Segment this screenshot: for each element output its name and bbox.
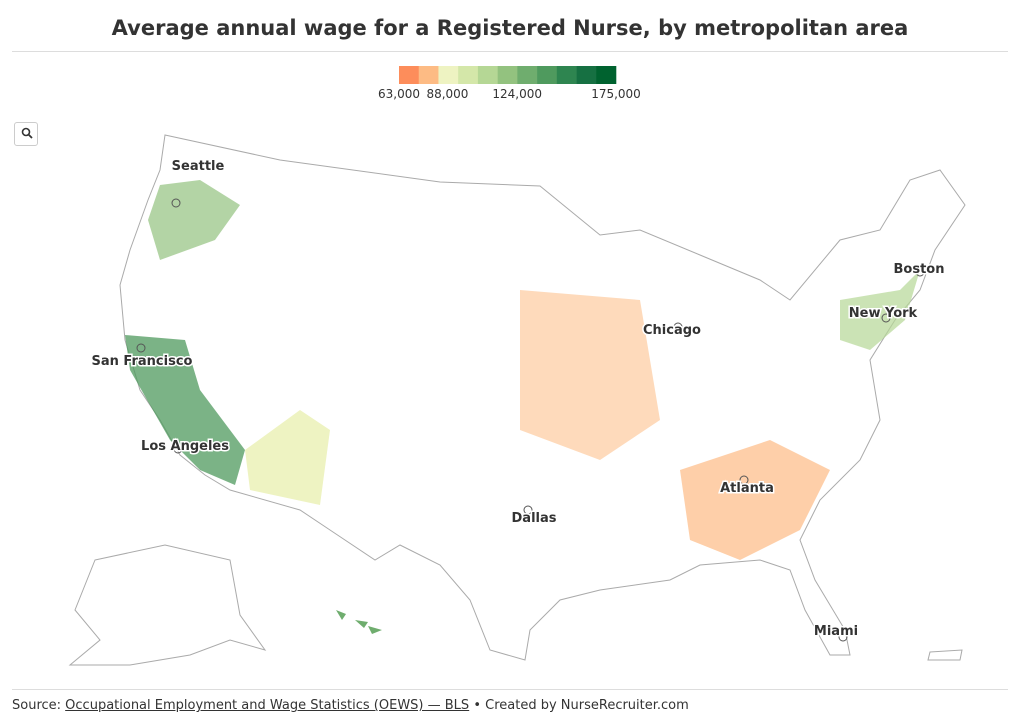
source-link[interactable]: Occupational Employment and Wage Statist…: [65, 698, 470, 713]
legend-swatch: [438, 66, 459, 84]
city-labels: Seattle San Francisco Los Angeles Chicago Ne…: [90, 158, 946, 642]
legend-swatch: [399, 66, 420, 84]
southeast-region: [680, 440, 830, 560]
alaska-outline: [68, 544, 267, 666]
city-marker: [523, 505, 533, 515]
northwest-region: [148, 180, 240, 260]
city-label: Los Angeles: [141, 439, 229, 454]
city-label: New York: [849, 306, 918, 321]
legend-swatch: [418, 66, 439, 84]
legend: 63,000 88,000 124,000 175,000: [378, 66, 641, 101]
city-label: Seattle: [172, 159, 225, 174]
city-label: Boston: [894, 262, 945, 277]
city-marker: [171, 198, 181, 208]
legend-swatch: [458, 66, 479, 84]
city-label: Chicago: [643, 323, 701, 338]
legend-swatch: [517, 66, 538, 84]
west-coast-region: [125, 335, 245, 485]
divider: [12, 51, 1008, 52]
legend-swatch: [497, 66, 518, 84]
title: Average annual wage for a Registered Nur…: [111, 16, 909, 40]
legend-swatch: [576, 66, 597, 84]
city-marker: [673, 322, 683, 332]
footer: Source: Occupational Employment and Wage…: [12, 698, 689, 713]
city-marker: [915, 267, 925, 277]
search-icon: [21, 127, 33, 139]
city-label: Dallas: [512, 511, 557, 526]
legend-tick-label: 88,000: [426, 87, 468, 101]
legend-tick-label: 63,000: [378, 87, 420, 101]
legend-tick-label: 124,000: [492, 87, 542, 101]
zoom-button[interactable]: [14, 122, 38, 146]
city-label: Atlanta: [720, 481, 774, 496]
credit: • Created by NurseRecruiter.com: [473, 698, 689, 713]
city-marker: [739, 475, 749, 485]
city-marker: [838, 632, 848, 642]
city-marker: [173, 444, 183, 454]
city-marker: [136, 343, 146, 353]
northeast-region: [840, 270, 920, 350]
city-marker: [881, 313, 891, 323]
legend-swatch: [477, 66, 498, 84]
legend-tick-label: 175,000: [591, 87, 641, 101]
city-label: San Francisco: [92, 354, 193, 369]
puerto-rico-outline: [927, 649, 963, 661]
city-label: Miami: [814, 624, 858, 639]
divider: [12, 689, 1008, 690]
hawaii-outline: [336, 610, 382, 634]
southwest-region: [245, 410, 330, 505]
central-region: [520, 290, 660, 460]
legend-swatch: [556, 66, 577, 84]
legend-swatch: [537, 66, 558, 84]
legend-swatch: [596, 66, 617, 84]
source-prefix: Source:: [12, 698, 62, 713]
